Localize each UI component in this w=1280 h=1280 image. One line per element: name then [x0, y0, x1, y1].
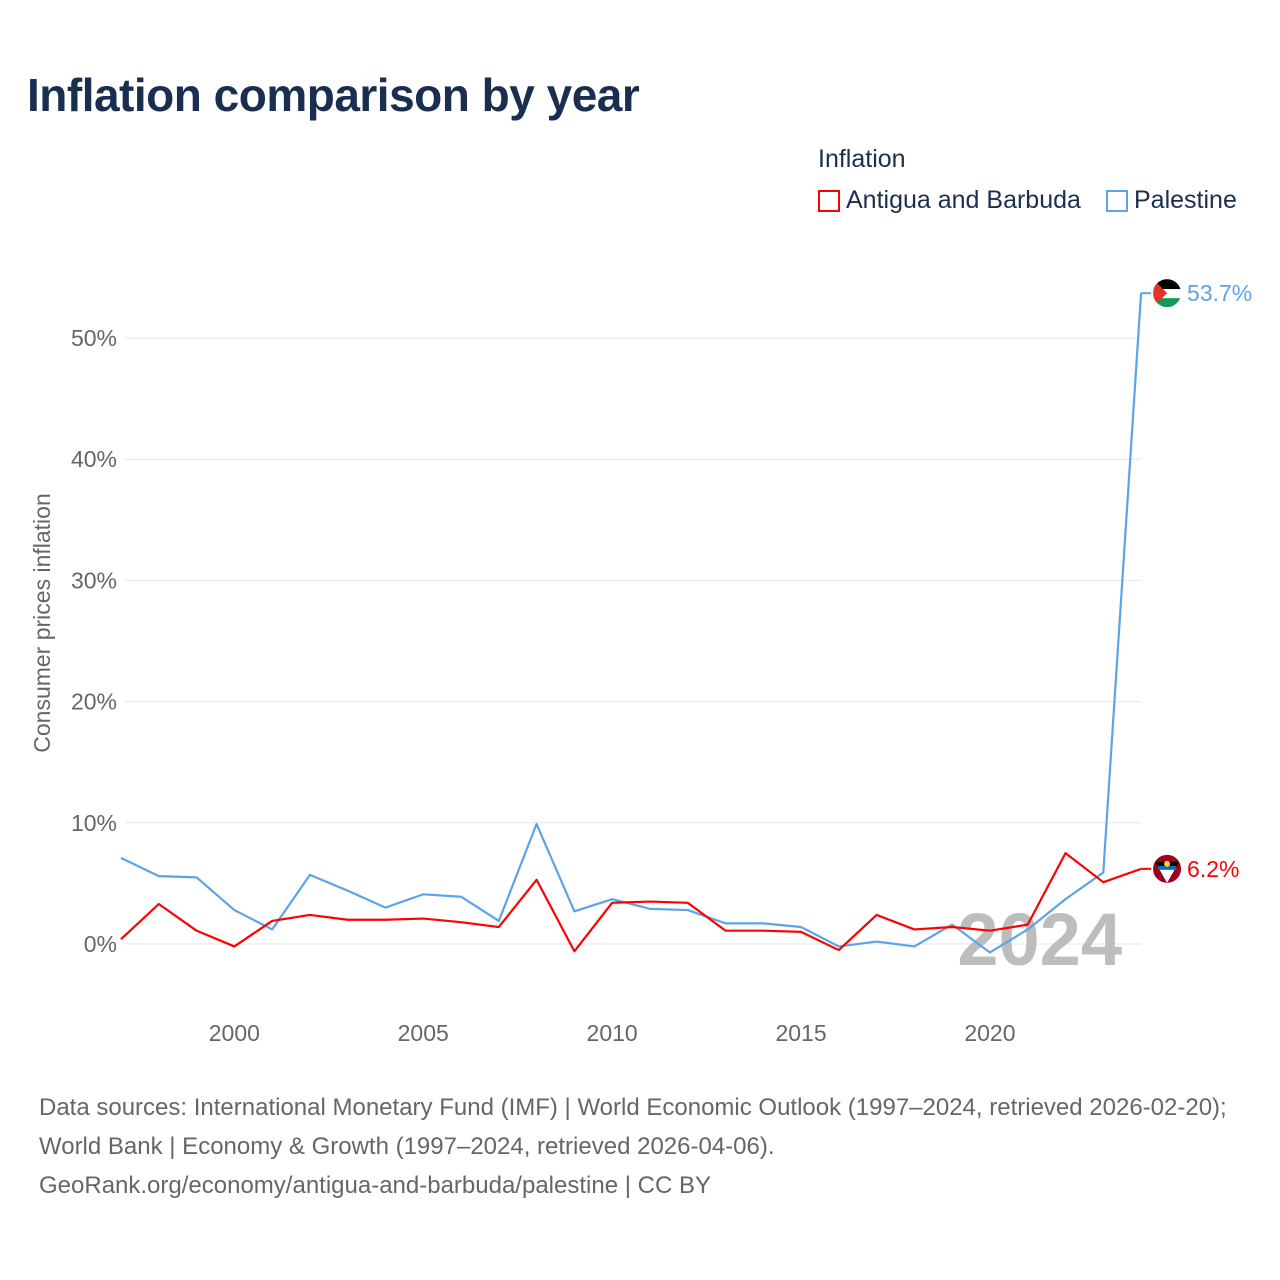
x-tick-label: 2015	[775, 1020, 826, 1046]
x-tick-label: 2000	[209, 1020, 260, 1046]
legend-label: Palestine	[1134, 186, 1237, 214]
data-sources: Data sources: International Monetary Fun…	[39, 1094, 1227, 1160]
end-value-label: 53.7%	[1187, 280, 1252, 306]
y-tick-label: 10%	[71, 810, 117, 836]
chart-title: Inflation comparison by year	[27, 69, 640, 121]
y-tick-label: 0%	[84, 931, 117, 957]
end-value-label: 6.2%	[1187, 856, 1239, 882]
series-line-antigua-and-barbuda	[120, 851, 1142, 953]
palestine-flag-icon	[1153, 279, 1182, 308]
y-axis-label: Consumer prices inflation	[29, 493, 55, 753]
y-tick-label: 40%	[71, 446, 117, 472]
legend-item-antigua[interactable]: Antigua and Barbuda	[818, 186, 1081, 215]
x-tick-label: 2010	[587, 1020, 638, 1046]
y-tick-label: 50%	[71, 325, 117, 351]
legend-swatch	[1106, 189, 1128, 212]
legend-item-palestine[interactable]: Palestine	[1106, 186, 1237, 215]
x-tick-label: 2005	[398, 1020, 449, 1046]
y-tick-label: 20%	[71, 689, 117, 715]
source-link[interactable]: GeoRank.org/economy/antigua-and-barbuda/…	[39, 1172, 711, 1199]
y-tick-label: 30%	[71, 567, 117, 593]
legend-title: Inflation	[818, 145, 906, 173]
antigua-flag-icon	[1153, 854, 1182, 883]
legend-label: Antigua and Barbuda	[846, 186, 1081, 214]
x-tick-label: 2020	[964, 1020, 1015, 1046]
year-watermark: 2024	[957, 898, 1122, 981]
legend-swatch	[818, 189, 840, 212]
series-line-palestine	[120, 293, 1143, 954]
footer: Data sources: International Monetary Fun…	[39, 1088, 1249, 1205]
